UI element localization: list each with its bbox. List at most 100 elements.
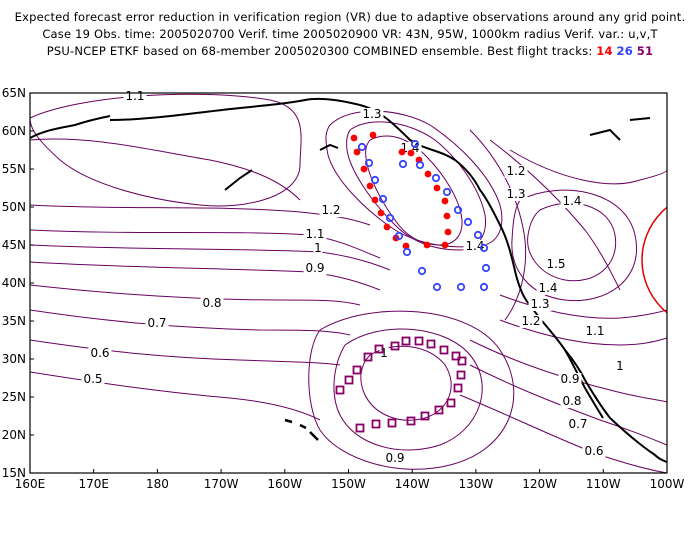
contour-label-bg (560, 395, 584, 408)
lon-tick-label: 170E (78, 477, 109, 491)
track-26-point (479, 243, 489, 253)
track-51-point (426, 339, 436, 349)
track-26-point (473, 230, 483, 240)
contour-label-bg (303, 228, 327, 241)
track-26-point (417, 266, 427, 276)
track-51-point (335, 385, 345, 395)
lat-tick-label: 40N (2, 276, 26, 290)
track-51-point (434, 405, 444, 415)
contour-label: 1.1 (305, 227, 324, 241)
track-51-point (371, 419, 381, 429)
contour-label-bg (544, 258, 568, 271)
track-14-point (371, 196, 379, 204)
track-51-point (344, 375, 354, 385)
lat-tick-label: 50N (2, 200, 26, 214)
track-26-point (378, 194, 388, 204)
contour-label: 0.8 (562, 394, 581, 408)
contour-label: 0.6 (90, 346, 109, 360)
track-26-point (385, 213, 395, 223)
track-51-point (456, 370, 466, 380)
contour-label: 0.5 (83, 372, 102, 386)
lat-tick-label: 15N (2, 466, 26, 480)
track-26-point (456, 282, 466, 292)
track-14-point (433, 184, 441, 192)
contour-label: 0.7 (568, 417, 587, 431)
contour-label-bg (145, 317, 169, 330)
title-line-2: Case 19 Obs. time: 2005020700 Verif. tim… (42, 27, 658, 41)
lat-tick-label: 30N (2, 352, 26, 366)
track-14-point (353, 148, 361, 156)
track-26-point (370, 175, 380, 185)
lat-tick-label: 65N (2, 86, 26, 100)
contour-label: 1.1 (125, 89, 144, 103)
lon-tick-label: 120W (522, 477, 557, 491)
contour-label: 0.6 (584, 444, 603, 458)
track-14-point (360, 165, 368, 173)
contour-label: 1 (380, 346, 388, 360)
track-14-label: 14 (596, 44, 613, 58)
track-26-point (394, 231, 404, 241)
track-51-point (374, 344, 384, 354)
track-14-point (369, 131, 377, 139)
track-51-point (439, 345, 449, 355)
title-line-1: Expected forecast error reduction in ver… (14, 10, 686, 24)
lon-tick-label: 150W (331, 477, 366, 491)
contour-label-bg (582, 445, 606, 458)
chart-header: Expected forecast error reduction in ver… (0, 0, 700, 90)
lon-tick-label: 180 (146, 477, 169, 491)
lon-tick-label: 100W (650, 477, 685, 491)
contour-label: 1.3 (530, 297, 549, 311)
track-51-point (420, 411, 430, 421)
contour-label-bg (360, 108, 384, 121)
contour-label-bg (583, 325, 607, 338)
track-26-point (481, 263, 491, 273)
map-frame (29, 92, 668, 474)
track-26-point (364, 158, 374, 168)
contour-label: 0.9 (560, 372, 579, 386)
track-51-point (446, 398, 456, 408)
lon-tick-label: 140W (395, 477, 430, 491)
contour-label: 1.4 (562, 194, 581, 208)
track-14-point (402, 242, 410, 250)
contour-label: 1.5 (546, 257, 565, 271)
contour-label-bg (313, 242, 323, 255)
track-26-point (453, 205, 463, 215)
track-51-label: 51 (636, 44, 654, 58)
lon-tick-label: 130W (459, 477, 494, 491)
track-14-point (423, 241, 431, 249)
contour-labels: 1.11.31.41.21.3 1.41.21.110.91.41.51.41.3… (81, 89, 625, 465)
track-26-point (357, 142, 367, 152)
contour-label-bg (558, 373, 582, 386)
lat-tick-label: 35N (2, 314, 26, 328)
contour-label: 0.9 (385, 451, 404, 465)
track-14-point (407, 149, 415, 157)
track-51-point (406, 416, 416, 426)
coastlines (30, 97, 667, 463)
contour-label-bg (504, 188, 528, 201)
track-26-point (398, 159, 408, 169)
track-14-point (366, 182, 374, 190)
track-51-point (355, 423, 365, 433)
contour-label: 0.9 (305, 261, 324, 275)
track-51-point (363, 352, 373, 362)
lon-tick-label: 170W (204, 477, 239, 491)
verification-region-circle (641, 206, 667, 314)
track-14-point (424, 170, 432, 178)
track-26-point (479, 282, 489, 292)
track-51-point (451, 351, 461, 361)
track-51-point (457, 356, 467, 366)
track-14-point (383, 223, 391, 231)
lon-tick-label: 110W (586, 477, 621, 491)
lat-tick-label: 25N (2, 390, 26, 404)
contour-label: 1.2 (506, 164, 525, 178)
title-line-3-prefix: PSU-NCEP ETKF based on 68-member 2005020… (46, 44, 593, 58)
contour-label: 1.2 (521, 314, 540, 328)
track-14-point (444, 228, 452, 236)
contour-label-bg (303, 262, 327, 275)
track-14-point (398, 148, 406, 156)
contour-label: 1.4 (538, 281, 557, 295)
contour-label-bg (379, 347, 389, 360)
contour-label-bg (615, 360, 625, 373)
